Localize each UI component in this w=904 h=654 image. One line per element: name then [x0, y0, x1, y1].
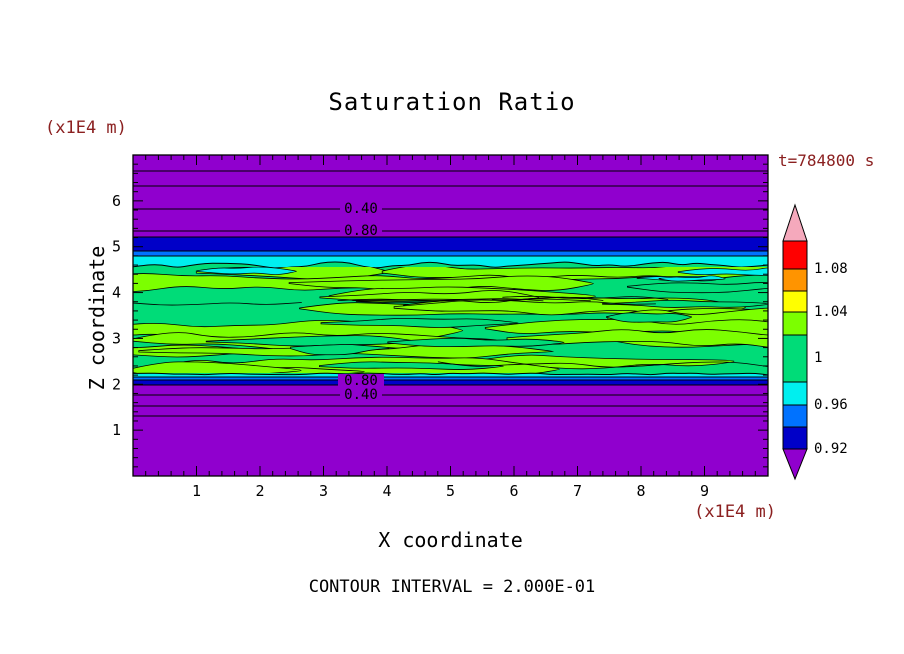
y-tick-label: 6: [112, 192, 121, 210]
y-axis-units-label: (x1E4 m): [45, 118, 127, 138]
colorbar-segment-darkblue: [782, 426, 808, 450]
chart-title: Saturation Ratio: [328, 88, 576, 116]
y-tick-label: 1: [112, 421, 121, 439]
colorbar-segment-chartreuse: [782, 311, 808, 336]
x-tick-label: 7: [573, 482, 582, 500]
colorbar-arrow-bottom: [782, 448, 808, 481]
colorbar: 1.08 1.04 1 0.96 0.92: [782, 203, 848, 481]
x-tick-label: 1: [192, 482, 201, 500]
colorbar-segment-springgreen: [782, 334, 808, 383]
y-tick-label: 2: [112, 375, 121, 393]
x-tick-label: 6: [509, 482, 518, 500]
contour-line-label: 0.80: [344, 223, 378, 239]
colorbar-tick-label: 1: [814, 350, 822, 366]
contour-interval-label: CONTOUR INTERVAL = 2.000E-01: [308, 577, 596, 597]
axis-ticks: [133, 155, 768, 476]
contour-field: 0.400.800.800.40: [133, 155, 768, 476]
colorbar-segment-cyan: [782, 381, 808, 406]
contour-line-label: 0.80: [344, 373, 378, 389]
x-tick-label: 9: [700, 482, 709, 500]
colorbar-tick-label: 0.96: [814, 397, 848, 413]
x-tick-label: 3: [319, 482, 328, 500]
turbulent-streaks: [133, 267, 768, 373]
colorbar-segment-orange: [782, 268, 808, 292]
time-annotation: t=784800 s: [778, 151, 875, 170]
x-axis-title: X coordinate: [378, 528, 523, 552]
colorbar-tick-label: 1.04: [814, 304, 848, 320]
x-tick-label: 2: [255, 482, 264, 500]
contour-line-label: 0.40: [344, 201, 378, 217]
colorbar-segment-yellow: [782, 290, 808, 313]
colorbar-segment-red: [782, 240, 808, 270]
plot-border: [132, 154, 769, 477]
colorbar-tick-label: 1.08: [814, 261, 848, 277]
y-tick-label: 4: [112, 284, 121, 302]
y-tick-label: 5: [112, 238, 121, 256]
x-axis-units-label: (x1E4 m): [694, 502, 776, 522]
colorbar-arrow-top: [782, 203, 808, 242]
x-tick-label: 8: [636, 482, 645, 500]
colorbar-segment-blue: [782, 404, 808, 428]
z-axis-title: Z coordinate: [85, 245, 109, 391]
y-tick-label: 3: [112, 329, 121, 347]
x-tick-label: 5: [446, 482, 455, 500]
x-tick-label: 4: [382, 482, 391, 500]
contour-line-label: 0.40: [344, 387, 378, 403]
colorbar-tick-label: 0.92: [814, 441, 848, 457]
